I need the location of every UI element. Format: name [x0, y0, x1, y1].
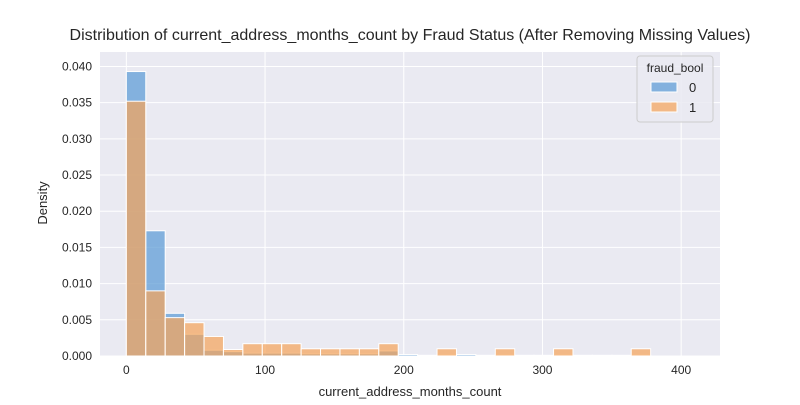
bar-series-1 [320, 348, 341, 357]
legend-swatch-1 [650, 101, 678, 113]
y-tick-label: 0.040 [62, 59, 92, 73]
bar-series-1 [378, 343, 399, 357]
bar-series-1 [339, 348, 360, 357]
legend-title: fraud_bool [647, 61, 704, 75]
y-axis-label: Density [35, 181, 50, 225]
x-tick-label: 200 [394, 363, 414, 377]
y-tick-label: 0.005 [62, 313, 92, 327]
bar-series-1 [281, 343, 302, 357]
y-axis-ticks: 0.000 0.005 0.010 0.015 0.020 0.025 0.030 0.035… [62, 59, 92, 363]
x-tick-label: 300 [532, 363, 552, 377]
bar-series-0 [533, 354, 555, 357]
x-tick-label: 400 [671, 363, 691, 377]
bar-series-1 [145, 290, 166, 357]
bar-series-0 [611, 354, 632, 357]
bar-series-1 [242, 343, 263, 357]
legend: fraud_bool 0 1 [636, 55, 714, 123]
y-tick-label: 0.025 [62, 168, 92, 182]
bar-series-1 [300, 348, 322, 357]
bar-series-1 [630, 348, 652, 357]
legend-swatch-0 [650, 81, 678, 93]
plot-area [100, 52, 720, 356]
bar-series-1 [203, 335, 224, 357]
x-tick-label: 0 [123, 363, 130, 377]
x-axis-label: current_address_months_count [319, 384, 502, 399]
bar-series-1 [164, 317, 186, 357]
bar-series-1 [261, 343, 283, 357]
bar-series-0 [475, 354, 496, 357]
bar-series-1 [494, 348, 516, 357]
bar-series-0 [572, 354, 593, 357]
bars [125, 71, 652, 357]
bar-series-0 [514, 354, 535, 357]
bar-series-0 [397, 354, 419, 357]
legend-label-1: 1 [689, 100, 696, 115]
y-tick-label: 0.020 [62, 204, 92, 218]
y-tick-label: 0.010 [62, 277, 92, 291]
bar-series-1 [125, 100, 147, 357]
y-tick-label: 0.015 [62, 240, 92, 254]
bar-series-0 [417, 354, 438, 357]
y-tick-label: 0.000 [62, 349, 92, 363]
bar-series-0 [455, 354, 477, 357]
bar-series-1 [358, 348, 380, 357]
legend-label-0: 0 [689, 80, 696, 95]
bar-series-1 [436, 348, 457, 357]
bar-series-1 [184, 322, 205, 357]
y-tick-label: 0.035 [62, 96, 92, 110]
y-tick-label: 0.030 [62, 132, 92, 146]
x-axis-ticks: 0 100 200 300 400 [123, 363, 691, 377]
bar-series-1 [222, 348, 244, 357]
chart-title: Distribution of current_address_months_c… [70, 27, 751, 44]
bar-series-0 [591, 354, 613, 357]
bar-series-1 [553, 348, 574, 357]
x-tick-label: 100 [255, 363, 275, 377]
